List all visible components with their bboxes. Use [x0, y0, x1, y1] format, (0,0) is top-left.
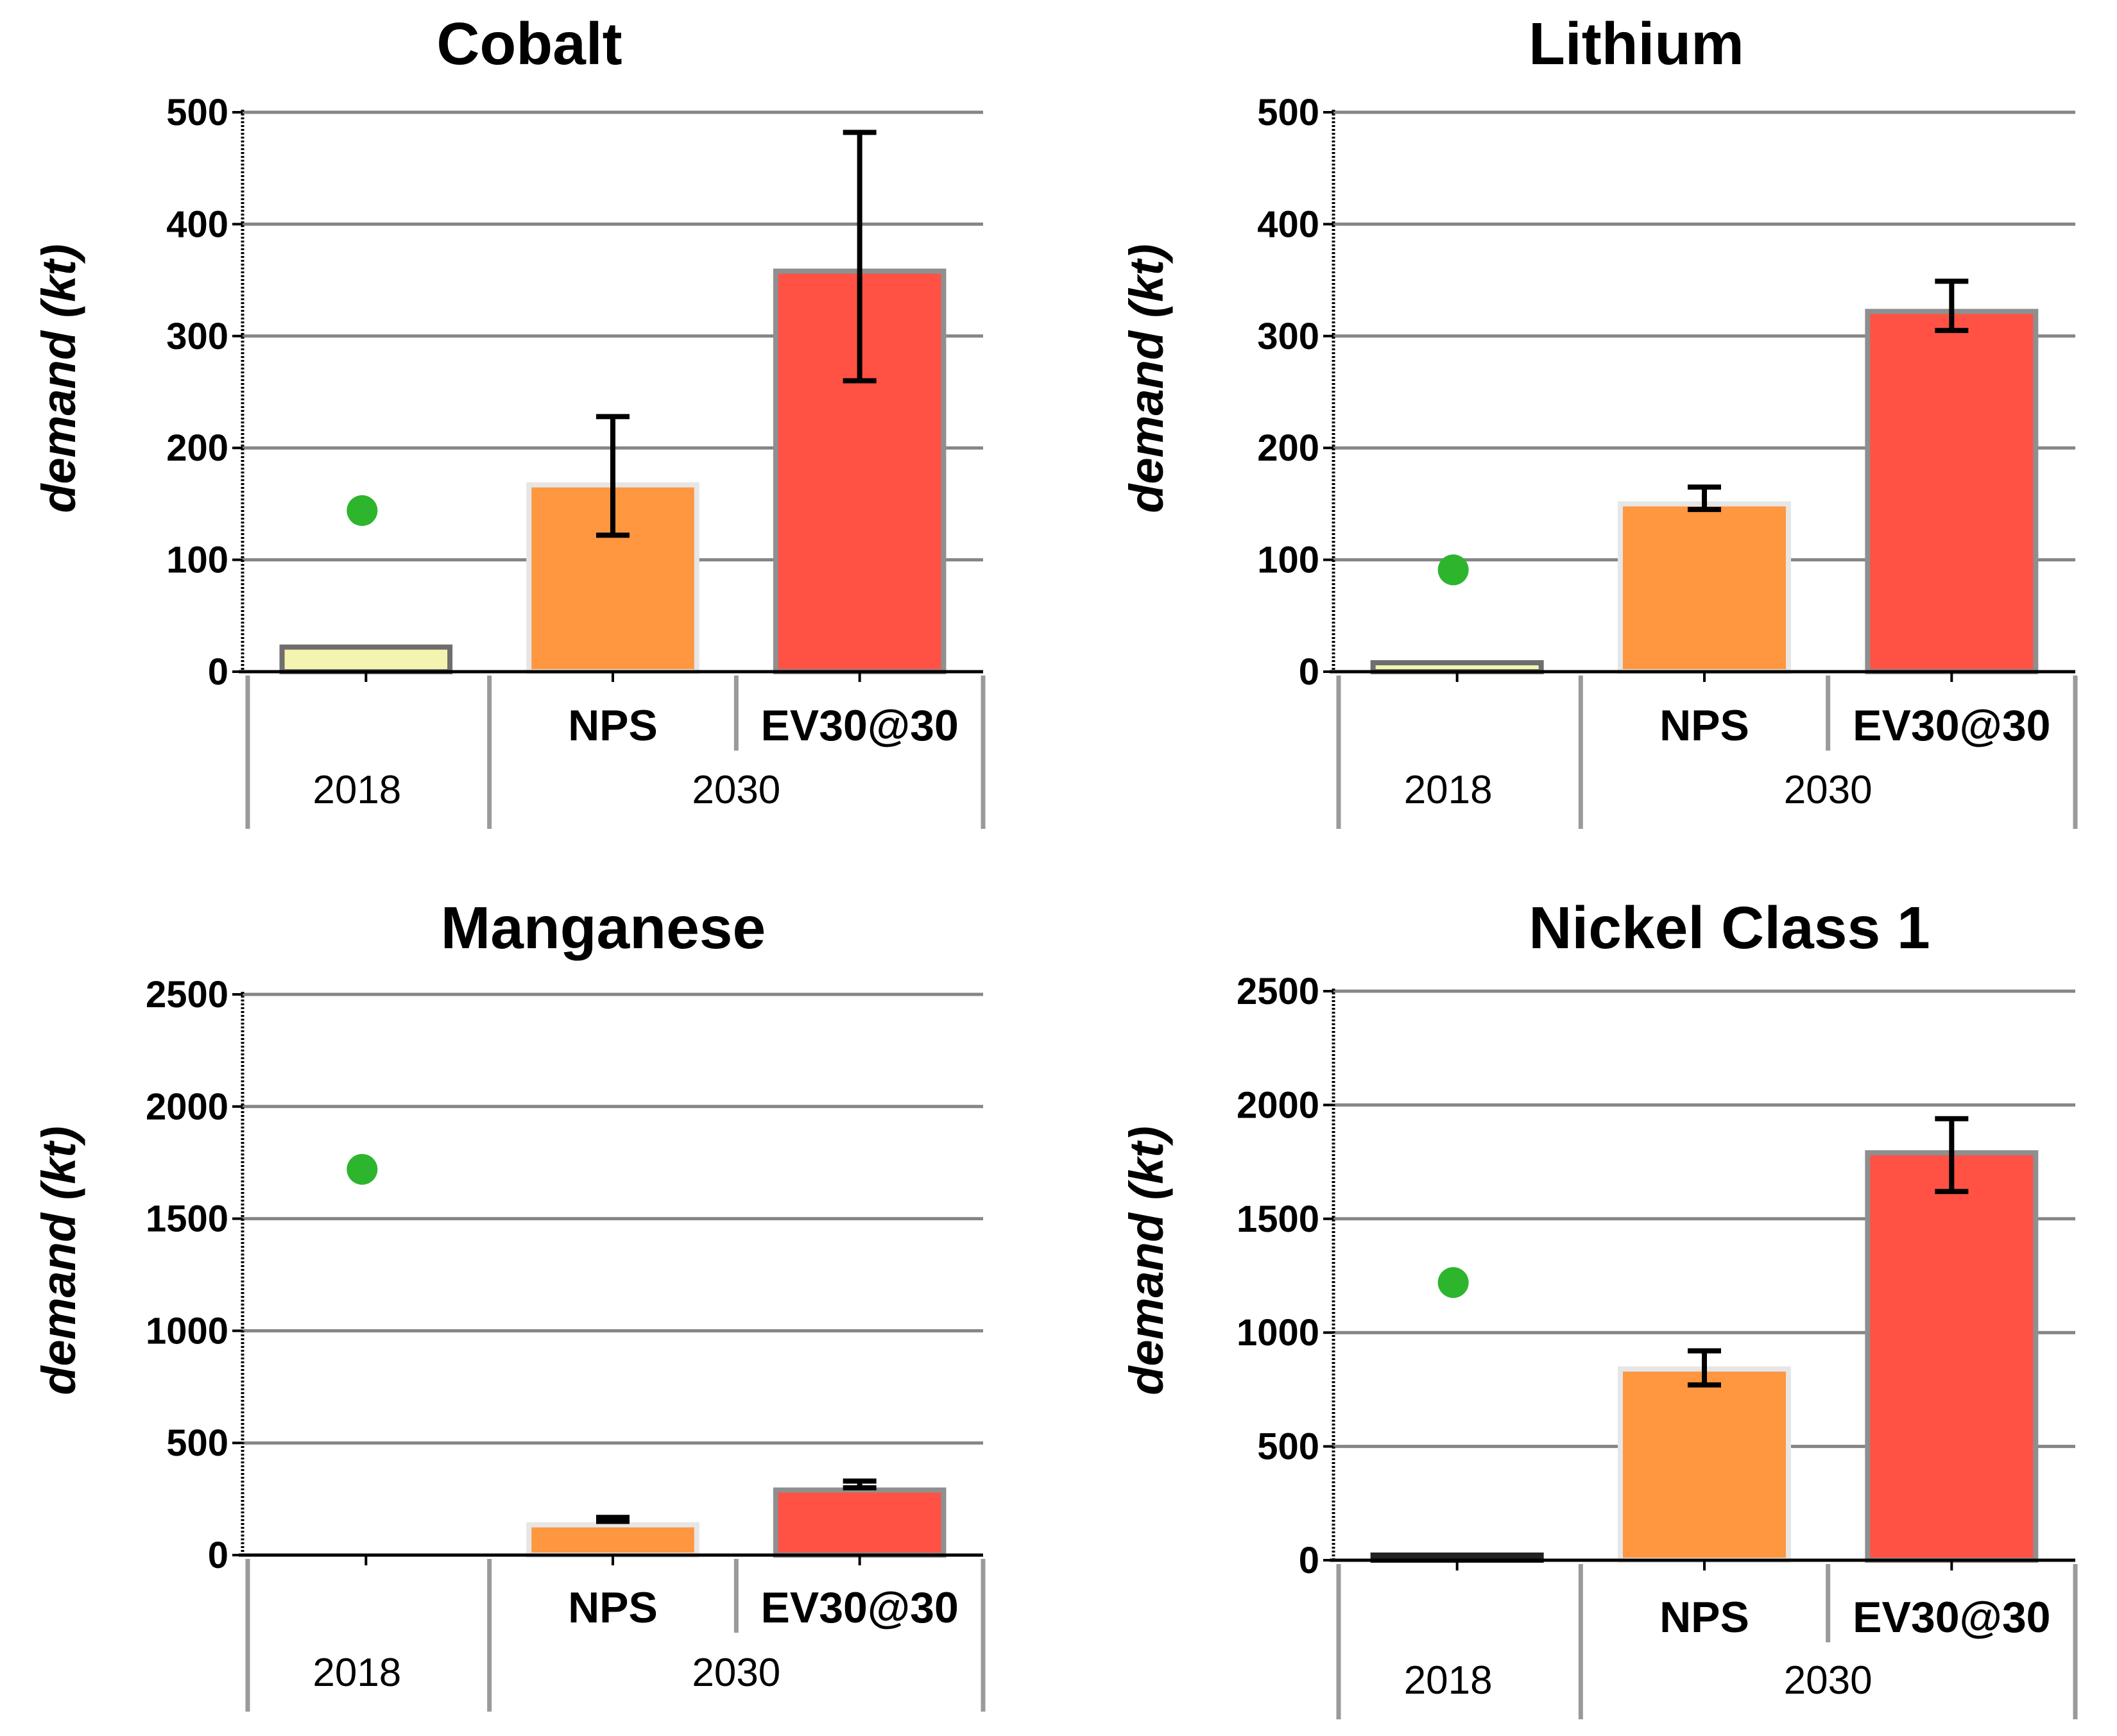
y-tick-label: 2000 — [1237, 1084, 1319, 1126]
chart-title: Manganese — [441, 894, 766, 961]
group-label-2018: 2018 — [1404, 1658, 1493, 1703]
y-tick-label: 100 — [1257, 540, 1319, 581]
error-bar — [1688, 1348, 1721, 1388]
bar-ev30at30 — [1865, 1150, 2039, 1563]
y-tick-label: 1500 — [146, 1198, 228, 1240]
category-label-ev30at30: EV30@30 — [1853, 1593, 2050, 1642]
category-label-ev30at30: EV30@30 — [761, 701, 959, 750]
marker-2018 — [1437, 1267, 1469, 1298]
y-tick-label: 500 — [166, 92, 228, 133]
bar-nps — [1617, 1366, 1792, 1563]
chart-panel-2: Lithium demand (kt) 0 100 200 300 400 500 NPS EV3… — [1120, 10, 2078, 829]
y-tick-label: 0 — [208, 651, 228, 693]
bar-2018 — [279, 644, 453, 675]
y-tick-label: 300 — [166, 316, 228, 357]
category-label-nps: NPS — [1659, 701, 1749, 750]
y-axis-label: demand (kt) — [32, 1126, 85, 1395]
group-label-2018: 2018 — [313, 1651, 401, 1695]
y-tick-label: 0 — [1299, 1540, 1319, 1581]
y-tick-label: 0 — [208, 1535, 228, 1576]
category-label-nps: NPS — [568, 1583, 658, 1632]
group-label-2030: 2030 — [692, 1651, 780, 1695]
category-label-ev30at30: EV30@30 — [761, 1583, 959, 1632]
y-tick-label: 500 — [1257, 1426, 1319, 1468]
error-bar — [1935, 1116, 1969, 1195]
group-label-2018: 2018 — [313, 768, 401, 812]
y-tick-label: 200 — [166, 427, 228, 469]
chart-title: Cobalt — [436, 10, 622, 77]
group-label-2030: 2030 — [1784, 1658, 1873, 1703]
group-label-2030: 2030 — [692, 768, 780, 812]
bar-ev30at30 — [773, 1487, 947, 1558]
error-bar — [596, 1515, 630, 1524]
category-label-nps: NPS — [1659, 1593, 1749, 1642]
y-tick-label: 0 — [1299, 651, 1319, 693]
group-label-2030: 2030 — [1784, 768, 1873, 812]
y-axis-label: demand (kt) — [1120, 244, 1173, 513]
bar-ev30at30 — [1865, 309, 2039, 674]
chart-title: Nickel Class 1 — [1529, 894, 1930, 961]
chart-title: Lithium — [1529, 10, 1744, 77]
y-axis-label: demand (kt) — [1120, 1126, 1173, 1395]
marker-2018 — [347, 1153, 378, 1185]
y-tick-label: 400 — [166, 203, 228, 245]
y-tick-label: 300 — [1257, 316, 1319, 357]
error-bar — [843, 1478, 877, 1491]
y-tick-label: 100 — [166, 540, 228, 581]
chart-panel-3: Manganese demand (kt) 0 500 1000 1500 2000 2500… — [32, 894, 986, 1712]
y-tick-label: 200 — [1257, 427, 1319, 469]
category-label-nps: NPS — [568, 701, 658, 750]
category-label-ev30at30: EV30@30 — [1853, 701, 2050, 750]
bar-nps — [526, 1522, 699, 1558]
chart-panel-1: Cobalt demand (kt) 0 100 200 300 400 500 NPS EV30… — [32, 10, 986, 829]
y-tick-label: 500 — [1257, 92, 1319, 133]
y-tick-label: 1000 — [1237, 1312, 1319, 1354]
marker-2018 — [347, 495, 378, 526]
error-bar — [843, 130, 877, 384]
y-axis-label: demand (kt) — [32, 244, 85, 513]
error-bar — [1935, 278, 1969, 334]
y-tick-label: 2500 — [1237, 971, 1319, 1012]
group-label-2018: 2018 — [1404, 768, 1493, 812]
y-tick-label: 1500 — [1237, 1198, 1319, 1240]
y-tick-label: 500 — [166, 1422, 228, 1464]
y-tick-label: 2500 — [146, 974, 228, 1016]
chart-panel-4: Nickel Class 1 demand (kt) 0 500 1000 1500 200… — [1120, 894, 2078, 1719]
y-tick-label: 1000 — [146, 1310, 228, 1352]
y-tick-label: 400 — [1257, 203, 1319, 245]
y-tick-label: 2000 — [146, 1086, 228, 1128]
error-bar — [1688, 484, 1721, 513]
bar-nps — [1617, 501, 1792, 675]
marker-2018 — [1437, 554, 1469, 586]
error-bar — [596, 414, 630, 538]
